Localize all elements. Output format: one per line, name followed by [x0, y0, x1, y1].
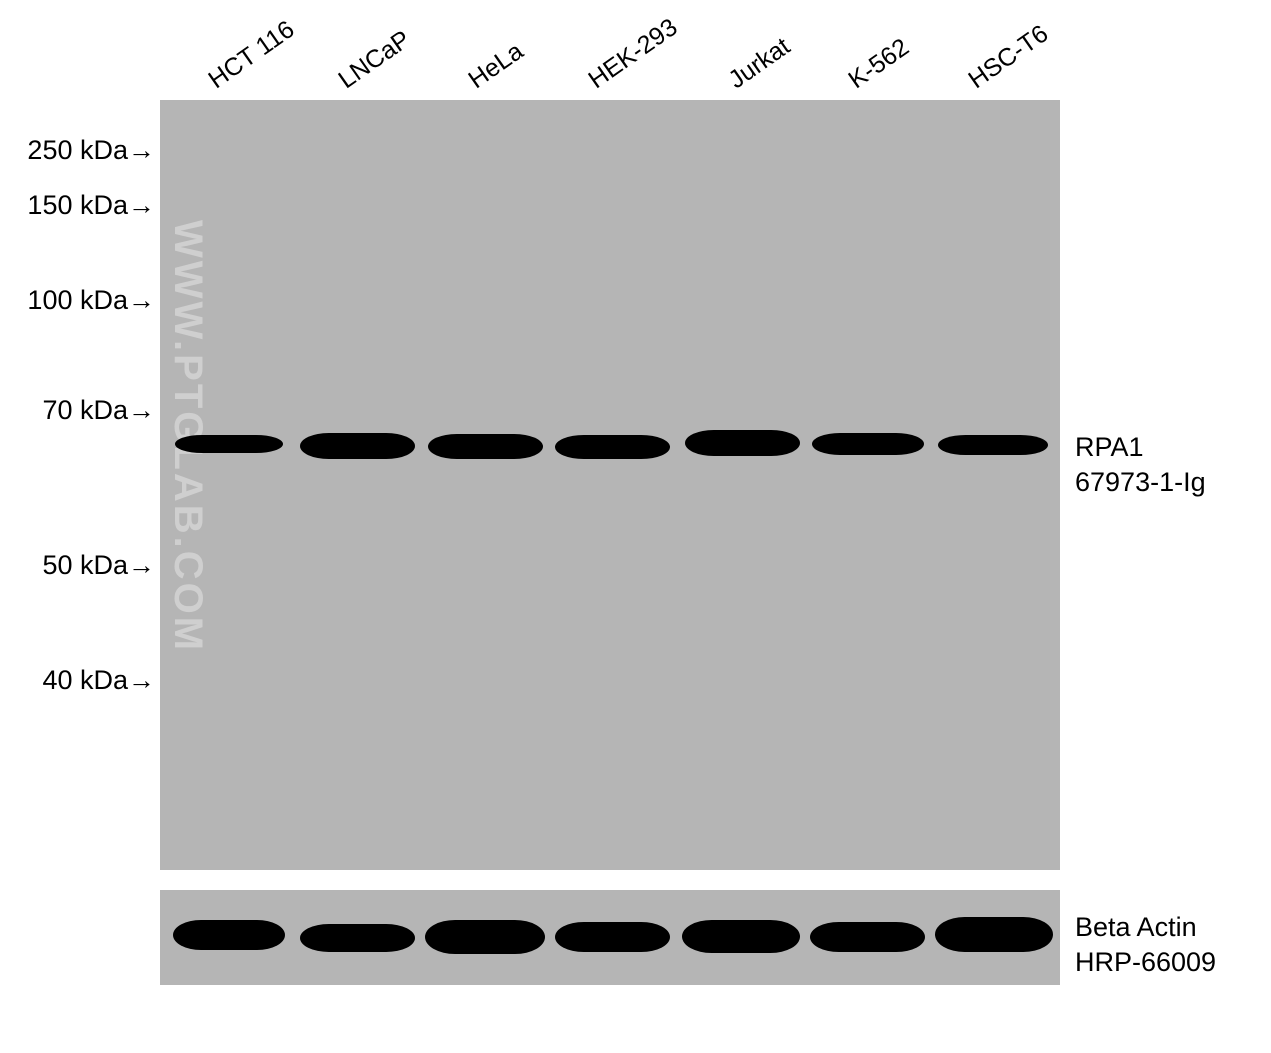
lane-label: HSC-T6 — [963, 19, 1054, 95]
rpa1-band — [685, 430, 800, 456]
actin-blot-panel — [160, 890, 1060, 985]
mw-marker: 100 kDa→ — [10, 285, 155, 316]
mw-marker: 40 kDa→ — [23, 665, 155, 696]
actin-name: Beta Actin — [1075, 910, 1216, 945]
lane-label: LNCaP — [333, 25, 416, 95]
rpa1-band — [812, 433, 924, 455]
mw-marker: 70 kDa→ — [23, 395, 155, 426]
western-blot-figure: HCT 116 LNCaP HeLa HEK-293 Jurkat K-562 … — [0, 0, 1271, 1053]
lane-labels-row: HCT 116 LNCaP HeLa HEK-293 Jurkat K-562 … — [160, 15, 1060, 95]
mw-marker: 250 kDa→ — [10, 135, 155, 166]
lane-label: HCT 116 — [203, 15, 300, 95]
lane-label: HEK-293 — [583, 13, 683, 95]
lane-label: Jurkat — [723, 32, 795, 95]
rpa1-band — [555, 435, 670, 459]
actin-antibody-label: Beta Actin HRP-66009 — [1075, 910, 1216, 980]
rpa1-band — [428, 434, 543, 459]
rpa1-name: RPA1 — [1075, 430, 1206, 465]
actin-band — [555, 922, 670, 952]
rpa1-band — [175, 435, 283, 453]
mw-marker: 50 kDa→ — [23, 550, 155, 581]
actin-band — [935, 917, 1053, 952]
lane-label: K-562 — [843, 33, 914, 95]
actin-band — [173, 920, 285, 950]
actin-band — [425, 920, 545, 954]
actin-band — [682, 920, 800, 953]
actin-catalog: HRP-66009 — [1075, 945, 1216, 980]
rpa1-catalog: 67973-1-Ig — [1075, 465, 1206, 500]
main-blot-panel: WWW.PTGLAB.COM — [160, 100, 1060, 870]
rpa1-antibody-label: RPA1 67973-1-Ig — [1075, 430, 1206, 500]
rpa1-band — [300, 433, 415, 459]
actin-band — [300, 924, 415, 952]
actin-band — [810, 922, 925, 952]
lane-label: HeLa — [463, 37, 529, 95]
rpa1-band — [938, 435, 1048, 455]
mw-marker: 150 kDa→ — [10, 190, 155, 221]
